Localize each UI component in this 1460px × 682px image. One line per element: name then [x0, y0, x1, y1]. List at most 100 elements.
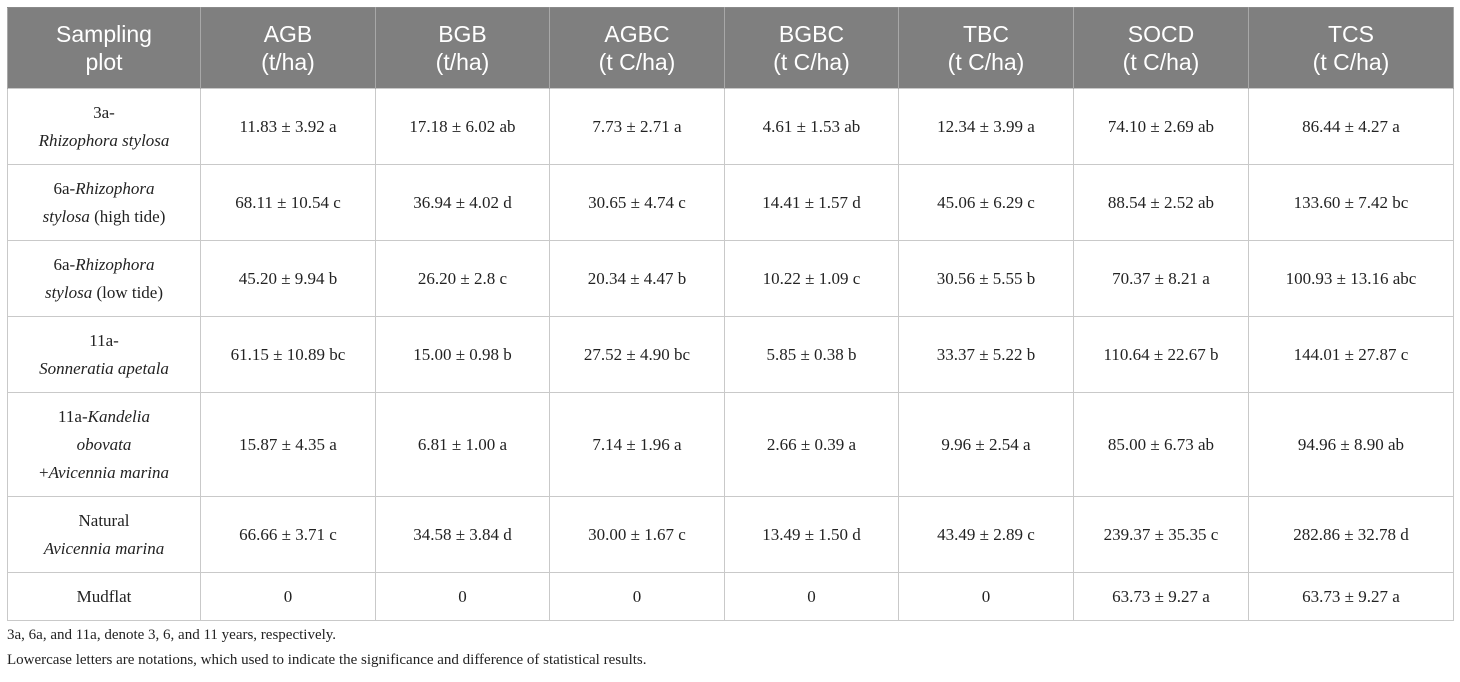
- table-row: Natural Avicennia marina 66.66 ± 3.71 c 34.…: [7, 496, 1454, 573]
- cell-value: 0: [898, 572, 1074, 621]
- cell-value: 15.00 ± 0.98 b: [375, 316, 550, 393]
- footnote-letters: Lowercase letters are notations, which u…: [7, 652, 647, 668]
- cell-sampling-plot: 11a- Sonneratia apetala: [7, 316, 201, 393]
- header-unit: (t C/ha): [947, 49, 1025, 75]
- plot-label-part: Rhizophora stylosa: [38, 130, 170, 150]
- cell-value: 7.14 ± 1.96 a: [549, 392, 725, 497]
- cell-value: 27.52 ± 4.90 bc: [549, 316, 725, 393]
- table-row: 11a-Kandelia obovata +Avicennia marina 15.8…: [7, 392, 1454, 497]
- cell-value: 30.00 ± 1.67 c: [549, 496, 725, 573]
- cell-value: 12.34 ± 3.99 a: [898, 88, 1074, 165]
- table-row: 6a-Rhizophora stylosa (low tide) 45.20 ± 9…: [7, 240, 1454, 317]
- cell-value: 0: [549, 572, 725, 621]
- header-unit: (t/ha): [261, 49, 315, 75]
- cell-value: 239.37 ± 35.35 c: [1073, 496, 1249, 573]
- cell-value: 30.65 ± 4.74 c: [549, 164, 725, 241]
- header-unit: plot: [85, 49, 123, 75]
- cell-value: 133.60 ± 7.42 bc: [1248, 164, 1454, 241]
- plot-label-part: Rhizophora: [75, 178, 155, 198]
- plot-label-part: 11a-: [58, 406, 88, 426]
- cell-value: 34.58 ± 3.84 d: [375, 496, 550, 573]
- cell-value: 5.85 ± 0.38 b: [724, 316, 899, 393]
- cell-value: 282.86 ± 32.78 d: [1248, 496, 1454, 573]
- table-body: 3a- Rhizophora stylosa 11.83 ± 3.92 a 17.18…: [7, 88, 1454, 621]
- cell-value: 4.61 ± 1.53 ab: [724, 88, 899, 165]
- cell-value: 45.20 ± 9.94 b: [200, 240, 376, 317]
- cell-value: 9.96 ± 2.54 a: [898, 392, 1074, 497]
- plot-label-part: stylosa: [44, 282, 93, 302]
- cell-value: 74.10 ± 2.69 ab: [1073, 88, 1249, 165]
- cell-sampling-plot: Natural Avicennia marina: [7, 496, 201, 573]
- cell-value: 0: [375, 572, 550, 621]
- header-label: Sampling: [56, 21, 152, 47]
- header-unit: (t/ha): [435, 49, 490, 75]
- plot-label-part: 11a-: [89, 330, 119, 350]
- cell-value: 10.22 ± 1.09 c: [724, 240, 899, 317]
- header-unit: (t C/ha): [1122, 49, 1200, 75]
- header-unit: (t C/ha): [773, 49, 850, 75]
- cell-value: 36.94 ± 4.02 d: [375, 164, 550, 241]
- cell-value: 63.73 ± 9.27 a: [1248, 572, 1454, 621]
- cell-value: 7.73 ± 2.71 a: [549, 88, 725, 165]
- cell-value: 2.66 ± 0.39 a: [724, 392, 899, 497]
- cell-value: 110.64 ± 22.67 b: [1073, 316, 1249, 393]
- plot-label-part: Rhizophora: [75, 254, 155, 274]
- cell-value: 30.56 ± 5.55 b: [898, 240, 1074, 317]
- plot-label-part: Avicennia marina: [48, 462, 169, 482]
- footnote-years: 3a, 6a, and 11a, denote 3, 6, and 11 yea…: [7, 627, 337, 643]
- header-label: AGB: [263, 21, 313, 47]
- plot-label-part: Mudflat: [76, 586, 132, 606]
- header-agb: AGB (t/ha): [200, 7, 376, 89]
- header-label: TBC: [963, 21, 1009, 47]
- cell-value: 14.41 ± 1.57 d: [724, 164, 899, 241]
- plot-label-part: Sonneratia apetala: [39, 358, 169, 378]
- plot-label-part: 6a-: [53, 254, 76, 274]
- table-row: 11a- Sonneratia apetala 61.15 ± 10.89 bc 15…: [7, 316, 1454, 393]
- header-label: SOCD: [1127, 21, 1195, 47]
- cell-sampling-plot: Mudflat: [7, 572, 201, 621]
- header-unit: (t C/ha): [598, 49, 676, 75]
- cell-value: 86.44 ± 4.27 a: [1248, 88, 1454, 165]
- cell-sampling-plot: 3a- Rhizophora stylosa: [7, 88, 201, 165]
- header-bgbc: BGBC (t C/ha): [724, 7, 899, 89]
- header-bgb: BGB (t/ha): [375, 7, 550, 89]
- table-row: Mudflat 0 0 0 0 0 63.73 ± 9.27 a 63.73 ± 9.27 a: [7, 572, 1454, 621]
- plot-label-part: 3a-: [93, 102, 115, 122]
- cell-value: 6.81 ± 1.00 a: [375, 392, 550, 497]
- cell-sampling-plot: 6a-Rhizophora stylosa (low tide): [7, 240, 201, 317]
- cell-value: 33.37 ± 5.22 b: [898, 316, 1074, 393]
- cell-value: 17.18 ± 6.02 ab: [375, 88, 550, 165]
- cell-value: 13.49 ± 1.50 d: [724, 496, 899, 573]
- header-sampling-plot: Sampling plot: [7, 7, 201, 89]
- cell-value: 63.73 ± 9.27 a: [1073, 572, 1249, 621]
- plot-label-part: stylosa: [42, 206, 90, 226]
- cell-value: 68.11 ± 10.54 c: [200, 164, 376, 241]
- plot-label-part: 6a-: [53, 178, 76, 198]
- cell-value: 0: [200, 572, 376, 621]
- cell-sampling-plot: 11a-Kandelia obovata +Avicennia marina: [7, 392, 201, 497]
- cell-value: 66.66 ± 3.71 c: [200, 496, 376, 573]
- plot-label-part: Kandelia: [87, 406, 150, 426]
- results-table: Sampling plot AGB (t/ha) BGB (t/ha) AGBC (t …: [7, 7, 1454, 621]
- cell-value: 144.01 ± 27.87 c: [1248, 316, 1454, 393]
- cell-value: 100.93 ± 13.16 abc: [1248, 240, 1454, 317]
- header-agbc: AGBC (t C/ha): [549, 7, 725, 89]
- table-row: 6a-Rhizophora stylosa (high tide) 68.11 ± …: [7, 164, 1454, 241]
- cell-value: 94.96 ± 8.90 ab: [1248, 392, 1454, 497]
- cell-value: 0: [724, 572, 899, 621]
- header-socd: SOCD (t C/ha): [1073, 7, 1249, 89]
- plot-label-part: +: [39, 462, 49, 482]
- header-unit: (t C/ha): [1312, 49, 1390, 75]
- plot-label-part: (high tide): [89, 206, 166, 226]
- cell-value: 15.87 ± 4.35 a: [200, 392, 376, 497]
- cell-value: 85.00 ± 6.73 ab: [1073, 392, 1249, 497]
- plot-label-part: Avicennia marina: [43, 538, 165, 558]
- cell-value: 43.49 ± 2.89 c: [898, 496, 1074, 573]
- cell-value: 88.54 ± 2.52 ab: [1073, 164, 1249, 241]
- table-row: 3a- Rhizophora stylosa 11.83 ± 3.92 a 17.18…: [7, 88, 1454, 165]
- cell-value: 26.20 ± 2.8 c: [375, 240, 550, 317]
- header-tcs: TCS (t C/ha): [1248, 7, 1454, 89]
- cell-value: 20.34 ± 4.47 b: [549, 240, 725, 317]
- cell-sampling-plot: 6a-Rhizophora stylosa (high tide): [7, 164, 201, 241]
- header-label: BGBC: [778, 21, 845, 47]
